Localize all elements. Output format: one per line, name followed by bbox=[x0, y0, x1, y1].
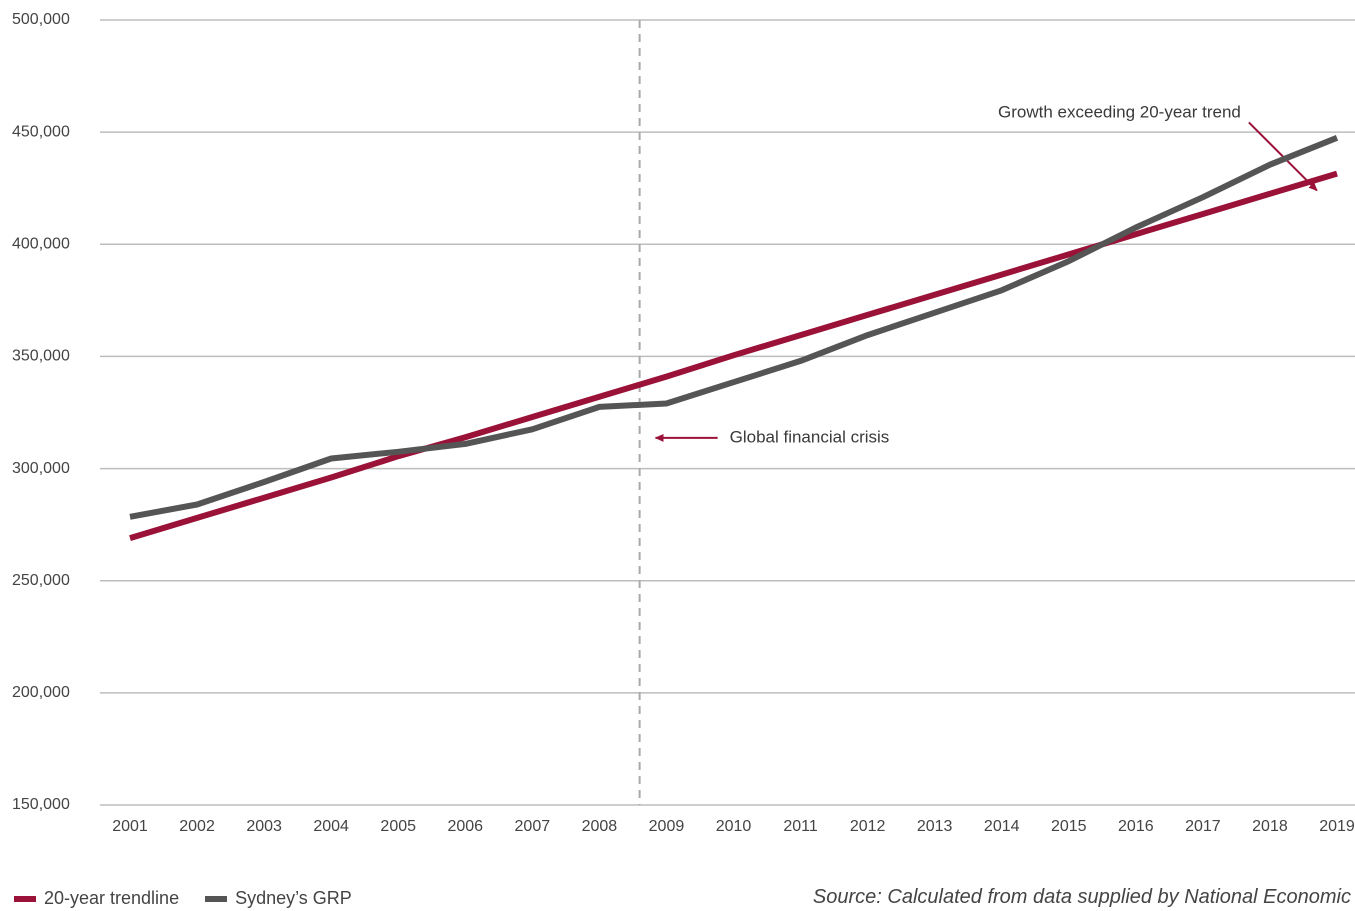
x-tick-label: 2012 bbox=[850, 818, 886, 835]
x-tick-label: 2015 bbox=[1051, 818, 1087, 835]
x-axis-tick-labels: 2001 2002 2003 2004 2005 2006 2007 2008 2009 2010… bbox=[112, 818, 1355, 835]
x-tick-label: 2010 bbox=[716, 818, 752, 835]
y-tick-label: 500,000 bbox=[12, 11, 70, 28]
y-axis-tick-labels: 150,000 200,000 250,000 300,000 350,000 400,0… bbox=[12, 11, 70, 813]
x-tick-label: 2014 bbox=[984, 818, 1020, 835]
y-tick-label: 400,000 bbox=[12, 236, 70, 253]
x-tick-label: 2001 bbox=[112, 818, 148, 835]
legend-item-grp: Sydney’s GRP bbox=[205, 888, 352, 909]
legend-item-trendline: 20-year trendline bbox=[14, 888, 179, 909]
x-tick-label: 2002 bbox=[179, 818, 215, 835]
y-tick-label: 350,000 bbox=[12, 348, 70, 365]
legend-label-grp: Sydney’s GRP bbox=[235, 888, 352, 908]
x-tick-label: 2007 bbox=[515, 818, 551, 835]
x-tick-label: 2008 bbox=[582, 818, 618, 835]
gfc-annotation-label: Global financial crisis bbox=[730, 427, 890, 446]
growth-annotation-label: Growth exceeding 20-year trend bbox=[998, 102, 1241, 121]
sydney-grp-series-line bbox=[129, 135, 1339, 520]
y-tick-label: 300,000 bbox=[12, 460, 70, 477]
source-note: Source: Calculated from data supplied by… bbox=[812, 886, 1351, 908]
legend: 20-year trendline Sydney’s GRP bbox=[14, 888, 352, 909]
annotations: Global financial crisis Growth exceeding… bbox=[638, 20, 1318, 805]
legend-label-trendline: 20-year trendline bbox=[44, 888, 180, 908]
y-tick-label: 150,000 bbox=[12, 796, 70, 813]
y-tick-label: 450,000 bbox=[12, 123, 70, 140]
y-tick-label: 200,000 bbox=[12, 684, 70, 701]
legend-swatch-trendline bbox=[14, 895, 36, 902]
x-tick-label: 2009 bbox=[649, 818, 685, 835]
line-chart: 150,000 200,000 250,000 300,000 350,000 400,0… bbox=[12, 11, 1355, 835]
x-tick-label: 2011 bbox=[783, 818, 818, 835]
x-tick-label: 2004 bbox=[313, 818, 349, 835]
y-tick-label: 250,000 bbox=[12, 572, 70, 589]
legend-swatch-grp bbox=[205, 895, 228, 902]
gridlines bbox=[100, 19, 1355, 806]
x-tick-label: 2017 bbox=[1185, 818, 1221, 835]
x-tick-label: 2018 bbox=[1252, 818, 1288, 835]
x-tick-label: 2019 bbox=[1319, 818, 1355, 835]
x-tick-label: 2006 bbox=[447, 818, 483, 835]
x-tick-label: 2003 bbox=[246, 818, 282, 835]
series-lines bbox=[129, 135, 1339, 541]
x-tick-label: 2013 bbox=[917, 818, 953, 835]
trendline-series-line bbox=[129, 170, 1338, 541]
x-tick-label: 2005 bbox=[380, 818, 416, 835]
x-tick-label: 2016 bbox=[1118, 818, 1154, 835]
